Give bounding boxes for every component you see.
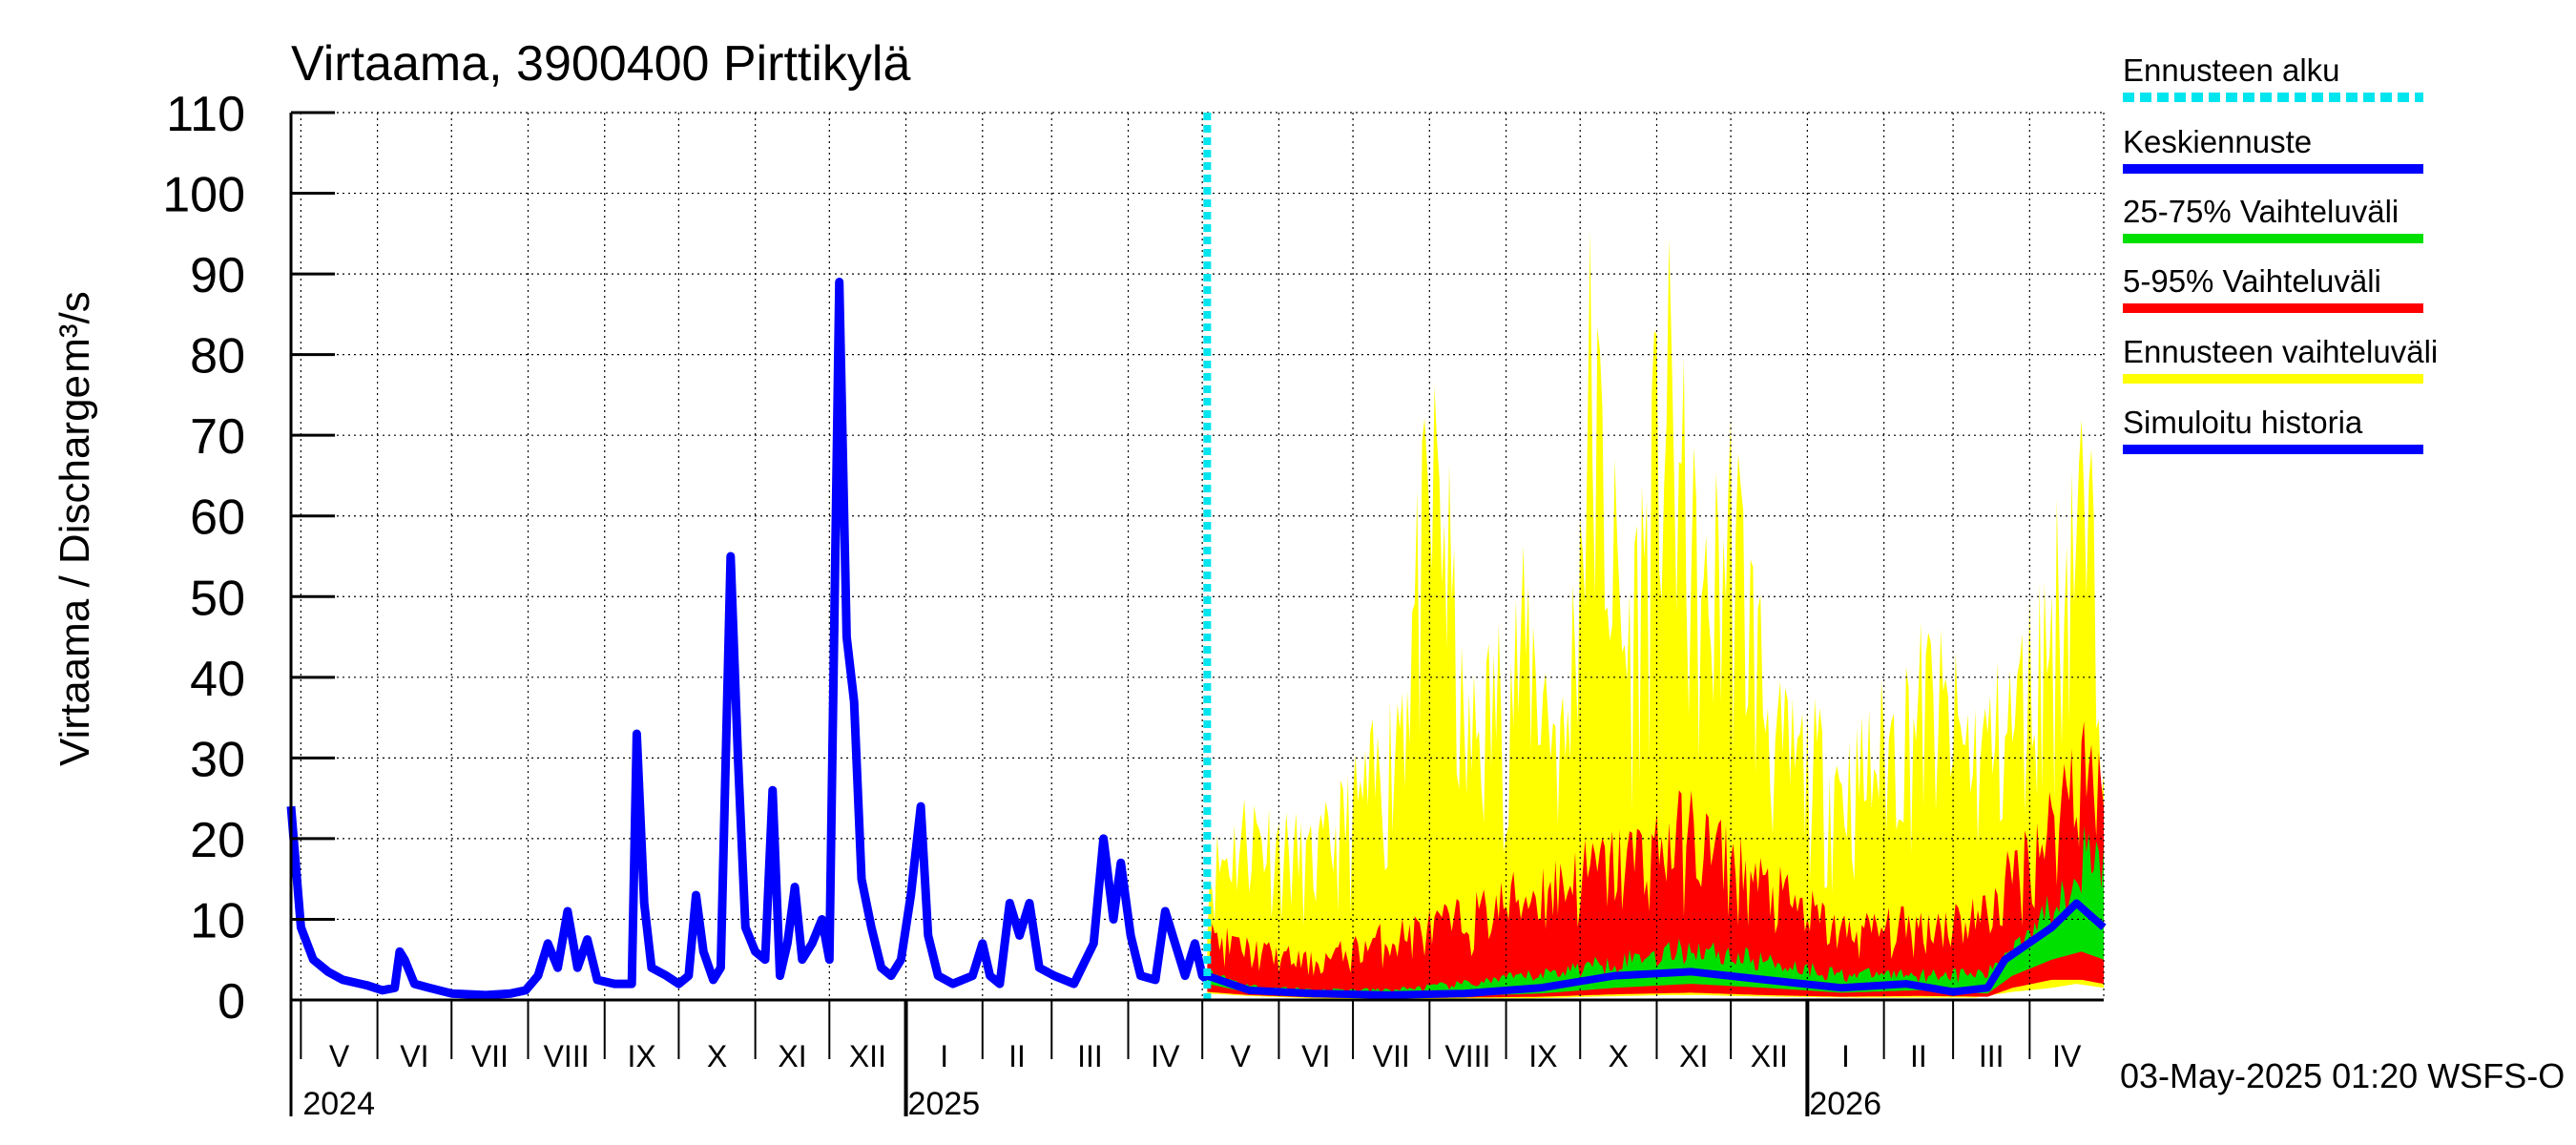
legend-label-forecast_start: Ennusteen alku [2123, 52, 2340, 88]
month-label: VII [471, 1039, 509, 1073]
legend-label-p25_75: 25-75% Vaihteluväli [2123, 194, 2399, 229]
month-label: XI [1679, 1039, 1708, 1073]
month-label: X [1609, 1039, 1629, 1073]
legend-label-history: Simuloitu historia [2123, 405, 2363, 440]
y-tick-labels: 0 10 20 30 40 50 60 70 80 90 100 110 [162, 87, 335, 1030]
year-label: 2026 [1809, 1086, 1881, 1122]
y-tick-label: 70 [190, 409, 245, 465]
series-lines [286, 113, 2107, 1000]
legend-label-p5_95: 5-95% Vaihteluväli [2123, 263, 2381, 299]
band-5-95 [1207, 720, 2104, 999]
median-line [1206, 899, 2107, 999]
y-tick-label: 10 [190, 893, 245, 948]
month-label: V [329, 1039, 350, 1073]
month-label: VI [400, 1039, 428, 1073]
band-25-75 [1207, 825, 2104, 997]
chart-title: Virtaama, 3900400 Pirttikylä [291, 36, 910, 92]
month-label: VIII [1444, 1039, 1490, 1073]
month-label: IV [2052, 1039, 2082, 1073]
y-axis-unit: m³/s [52, 291, 98, 373]
y-tick-label: 50 [190, 571, 245, 626]
legend: Ennusteen alku Keskiennuste 25-75% Vaihtel… [2123, 52, 2438, 454]
month-label: II [1910, 1039, 1927, 1073]
y-tick-label: 90 [190, 248, 245, 303]
month-label: VII [1373, 1039, 1410, 1073]
history-line [286, 278, 1211, 1000]
month-label: IV [1151, 1039, 1180, 1073]
y-axis-label: Virtaama / Discharge [52, 375, 98, 766]
month-label: XI [778, 1039, 806, 1073]
month-label: II [1008, 1039, 1026, 1073]
footer-timestamp: 03-May-2025 01:20 WSFS-O [2120, 1056, 2565, 1095]
month-label: I [1841, 1039, 1850, 1073]
y-tick-label: 100 [162, 168, 245, 223]
month-label: XII [849, 1039, 886, 1073]
month-label: III [1979, 1039, 2005, 1073]
y-tick-label: 20 [190, 813, 245, 868]
y-tick-label: 110 [166, 87, 245, 142]
axes [289, 113, 2104, 1116]
y-tick-label: 30 [190, 732, 245, 787]
month-label: V [1231, 1039, 1252, 1073]
month-label: IX [627, 1039, 655, 1073]
y-tick-label: 40 [190, 652, 245, 707]
x-month-labels: V VI VII VIII IX X XI XII I II III IV V VI VII VIII IX X X… [300, 1000, 2082, 1122]
month-label: I [940, 1039, 948, 1073]
month-label: IX [1528, 1039, 1557, 1073]
grid-lines [291, 112, 2105, 1000]
month-label: X [707, 1039, 727, 1073]
forecast-bands [1207, 230, 2104, 1000]
y-tick-label: 60 [190, 490, 245, 546]
month-label: III [1077, 1039, 1103, 1073]
month-label: VI [1301, 1039, 1330, 1073]
year-label: 2025 [908, 1086, 981, 1122]
band-forecast-range [1207, 230, 2104, 1000]
y-tick-label: 0 [218, 974, 245, 1030]
legend-label-range: Ennusteen vaihteluväli [2123, 334, 2438, 369]
year-label: 2024 [302, 1086, 375, 1122]
legend-label-median: Keskiennuste [2123, 124, 2312, 159]
month-label: XII [1751, 1039, 1788, 1073]
month-label: VIII [544, 1039, 590, 1073]
y-tick-label: 80 [190, 329, 245, 385]
